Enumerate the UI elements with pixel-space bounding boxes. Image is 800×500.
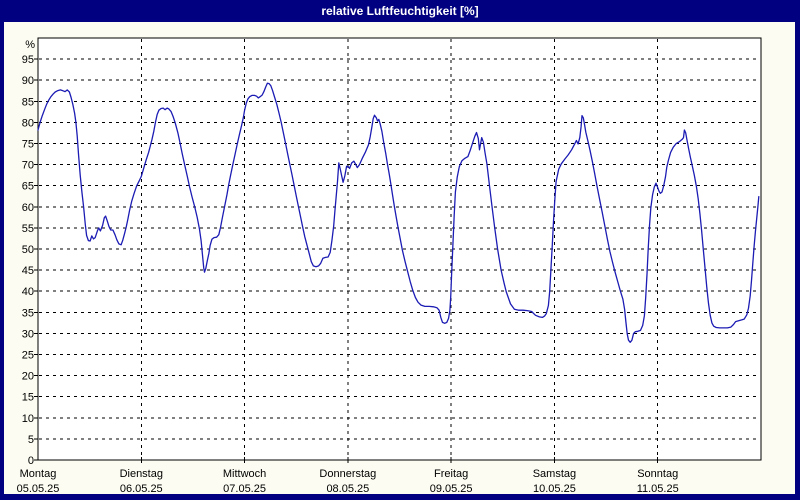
x-axis-day-label: Sonntag <box>637 468 678 480</box>
y-axis-tick-label: 65 <box>22 181 34 193</box>
y-axis-tick-label: 55 <box>22 223 34 235</box>
x-axis-day-label: Dienstag <box>120 468 163 480</box>
window-title: relative Luftfeuchtigkeit [%] <box>321 4 479 18</box>
x-axis-day-label: Freitag <box>434 468 468 480</box>
window-titlebar: relative Luftfeuchtigkeit [%] <box>0 0 800 22</box>
y-axis-tick-label: 60 <box>22 202 34 214</box>
x-axis-date-label: 05.05.25 <box>17 483 60 495</box>
x-axis-day-label: Donnerstag <box>319 468 376 480</box>
x-axis-date-label: 06.05.25 <box>120 483 163 495</box>
y-axis-tick-label: 45 <box>22 265 34 277</box>
y-axis-tick-label: 0 <box>28 455 34 467</box>
y-axis-tick-label: 90 <box>22 75 34 87</box>
y-axis-tick-label: 75 <box>22 139 34 151</box>
humidity-series-line <box>37 82 760 343</box>
x-axis-date-label: 07.05.25 <box>223 483 266 495</box>
y-axis-tick-label: 25 <box>22 350 34 362</box>
y-axis-tick-label: 5 <box>28 434 34 446</box>
x-axis-day-label: Mittwoch <box>223 468 266 480</box>
x-axis-date-label: 10.05.25 <box>533 483 576 495</box>
x-axis-date-label: 11.05.25 <box>637 483 679 495</box>
y-axis-tick-label: 20 <box>22 371 34 383</box>
x-axis-date-label: 08.05.25 <box>326 483 369 495</box>
y-axis-tick-label: 70 <box>22 160 34 172</box>
y-axis-tick-label: 50 <box>22 244 34 256</box>
x-axis-day-label: Samstag <box>533 468 576 480</box>
x-axis-date-label: 09.05.25 <box>430 483 473 495</box>
y-axis-tick-label: 35 <box>22 307 34 319</box>
y-axis-tick-label: 85 <box>22 96 34 108</box>
y-axis-tick-label: 40 <box>22 286 34 298</box>
y-axis-tick-label: 15 <box>22 392 34 404</box>
y-axis-tick-label: 10 <box>22 413 34 425</box>
y-axis-tick-label: 30 <box>22 328 34 340</box>
y-axis-tick-label: 95 <box>22 54 34 66</box>
y-axis-unit-label: % <box>25 39 35 51</box>
y-axis-tick-label: 80 <box>22 117 34 129</box>
x-axis-day-label: Montag <box>20 468 57 480</box>
